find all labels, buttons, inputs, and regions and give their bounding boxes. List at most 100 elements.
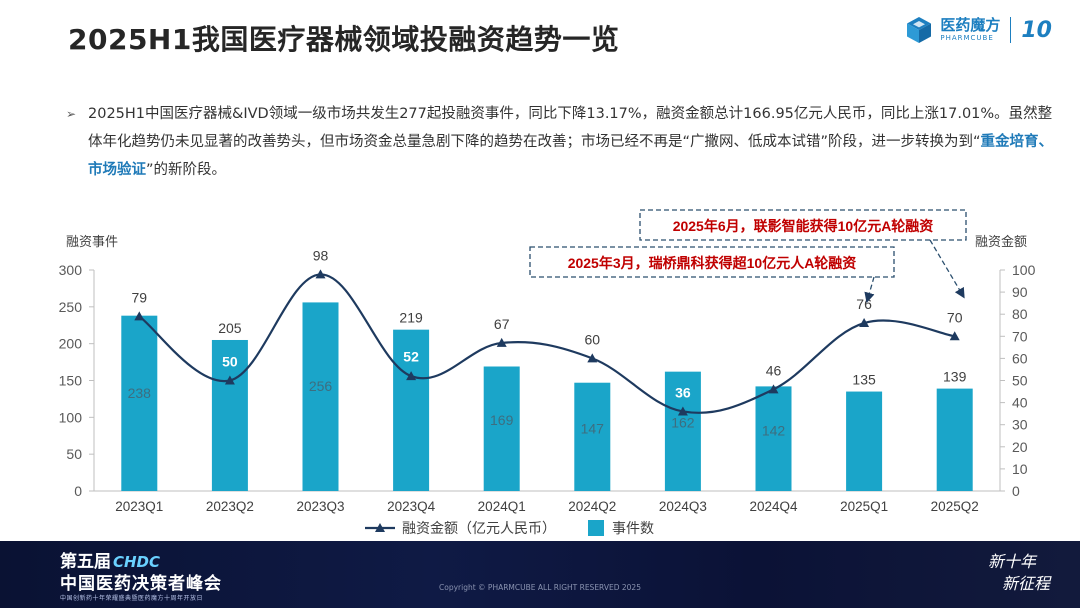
logo-name-en: PHARMCUBE xyxy=(940,34,994,42)
right-tick-label: 30 xyxy=(1012,417,1028,433)
bar-value-label: 256 xyxy=(309,378,333,394)
bar-value-label: 135 xyxy=(852,372,876,388)
summary-highlight: 重金培育、市场验证 xyxy=(88,134,1054,178)
pharmcube-logo: 医药魔方 PHARMCUBE 10 xyxy=(906,16,1052,44)
right-tick-label: 40 xyxy=(1012,395,1028,411)
copyright-text: Copyright © PHARMCUBE ALL RIGHT RESERVED… xyxy=(439,583,641,592)
annotation-text-june: 2025年6月，联影智能获得10亿元A轮融资 xyxy=(673,218,934,234)
x-tick-label: 2025Q1 xyxy=(840,499,888,514)
bar-2024Q1 xyxy=(483,366,520,491)
bar-2025Q1 xyxy=(846,391,883,491)
summary-text-1: 2025H1中国医疗器械&IVD领域一级市场共发生277起投融资事件，同比下降1… xyxy=(88,106,1053,150)
footer-event-name: 中国医药决策者峰会 xyxy=(60,574,222,594)
footer-slogan: 新十年 新征程 xyxy=(987,551,1050,595)
right-tick-label: 50 xyxy=(1012,373,1028,389)
footer-edition: 第五届 xyxy=(60,552,111,572)
left-tick-label: 150 xyxy=(59,373,83,389)
x-tick-label: 2024Q3 xyxy=(659,499,707,514)
line-value-label: 98 xyxy=(313,247,329,263)
left-tick-label: 300 xyxy=(59,262,83,278)
left-tick-label: 100 xyxy=(59,409,83,425)
line-value-label: 46 xyxy=(766,362,782,378)
bar-2023Q3 xyxy=(302,302,339,491)
bar-value-label: 169 xyxy=(490,412,514,428)
right-tick-label: 20 xyxy=(1012,439,1028,455)
annotation-box-june xyxy=(639,209,967,241)
left-tick-label: 0 xyxy=(74,483,82,499)
line-value-label: 50 xyxy=(222,354,238,370)
right-tick-label: 90 xyxy=(1012,284,1028,300)
financing-trend-chart: 0 50 100 150 200 250 300 0 10 20 30 40 50 60 70 80 90 100… xyxy=(59,209,1036,536)
bullet-arrow-icon: ➢ xyxy=(66,107,77,121)
bar-2023Q2 xyxy=(211,339,248,491)
annotation-arrow-june xyxy=(929,239,965,299)
bar-2024Q2 xyxy=(574,382,611,491)
bar-2024Q3 xyxy=(664,371,701,491)
footer-tagline: 中国创新药十年荣耀盛典暨医药魔方十周年开放日 xyxy=(60,595,204,602)
right-tick-label: 0 xyxy=(1012,483,1020,499)
line-point-2023Q1 xyxy=(134,311,145,321)
line-value-label: 79 xyxy=(132,289,148,305)
x-tick-label: 2025Q2 xyxy=(931,499,979,514)
legend-bar-swatch xyxy=(588,520,604,536)
x-tick-label: 2023Q3 xyxy=(296,499,344,514)
left-tick-label: 50 xyxy=(66,446,82,462)
line-value-label: 52 xyxy=(403,349,419,365)
line-point-2024Q1 xyxy=(496,337,507,347)
line-point-2023Q2 xyxy=(224,375,235,385)
footer-brand: CHDC xyxy=(113,553,161,571)
left-tick-label: 250 xyxy=(59,299,83,315)
financing-amount-line xyxy=(138,273,955,414)
x-tick-label: 2024Q1 xyxy=(478,499,526,514)
slogan-line-2: 新征程 xyxy=(1001,574,1050,593)
line-point-2023Q3 xyxy=(315,269,326,279)
line-value-label: 70 xyxy=(947,309,963,325)
bar-value-label: 205 xyxy=(218,320,242,336)
cube-logo-icon xyxy=(907,17,932,43)
bar-2024Q4 xyxy=(755,386,792,491)
bar-value-label: 139 xyxy=(943,369,967,385)
line-point-2025Q2 xyxy=(949,331,960,341)
right-tick-label: 70 xyxy=(1012,328,1028,344)
x-tick-label: 2023Q1 xyxy=(115,499,163,514)
x-tick-label: 2023Q4 xyxy=(387,499,436,514)
slogan-line-1: 新十年 xyxy=(987,552,1036,571)
x-tick-label: 2023Q2 xyxy=(206,499,254,514)
annotation-arrow-march xyxy=(864,276,875,303)
x-tick-label: 2024Q4 xyxy=(749,499,798,514)
bar-value-label: 142 xyxy=(762,423,786,439)
right-axis-title: 融资金额 xyxy=(975,234,1027,249)
line-value-label: 60 xyxy=(585,331,601,347)
bar-2023Q1 xyxy=(121,315,158,491)
line-point-2025Q1 xyxy=(859,318,870,328)
logo-name-cn: 医药魔方 xyxy=(940,16,1001,34)
bar-2023Q4 xyxy=(393,329,430,491)
page-title: 2025H1我国医疗器械领域投融资趋势一览 xyxy=(68,23,620,56)
legend-line-marker xyxy=(375,523,385,532)
annotation-box-march xyxy=(529,246,895,278)
right-tick-label: 80 xyxy=(1012,306,1028,322)
line-point-2024Q3 xyxy=(677,406,688,416)
line-value-label: 76 xyxy=(856,296,872,312)
right-tick-label: 100 xyxy=(1012,262,1036,278)
bar-2025Q2 xyxy=(936,388,973,491)
right-tick-label: 10 xyxy=(1012,461,1028,477)
x-tick-label: 2024Q2 xyxy=(568,499,616,514)
bar-value-label: 238 xyxy=(128,385,152,401)
bar-value-label: 219 xyxy=(399,310,423,326)
line-value-label: 36 xyxy=(675,384,691,400)
line-point-2024Q4 xyxy=(768,384,779,394)
annotation-text-march: 2025年3月，瑞桥鼎科获得超10亿元人A轮融资 xyxy=(568,255,857,271)
bar-value-label: 162 xyxy=(671,415,695,431)
right-tick-label: 60 xyxy=(1012,350,1028,366)
anniversary-badge: 10 xyxy=(1021,17,1052,43)
line-point-2023Q4 xyxy=(406,371,417,381)
left-tick-label: 200 xyxy=(59,336,83,352)
left-axis-title: 融资事件 xyxy=(66,234,118,249)
summary-text-2: ”的新阶段。 xyxy=(146,162,227,178)
bar-value-label: 147 xyxy=(581,421,605,437)
line-value-label: 67 xyxy=(494,316,510,332)
logo-divider xyxy=(1010,17,1012,43)
summary-paragraph: ➢ 2025H1中国医疗器械&IVD领域一级市场共发生277起投融资事件，同比下… xyxy=(66,100,1056,184)
legend-line-label: 融资金额（亿元人民币） xyxy=(402,520,556,536)
